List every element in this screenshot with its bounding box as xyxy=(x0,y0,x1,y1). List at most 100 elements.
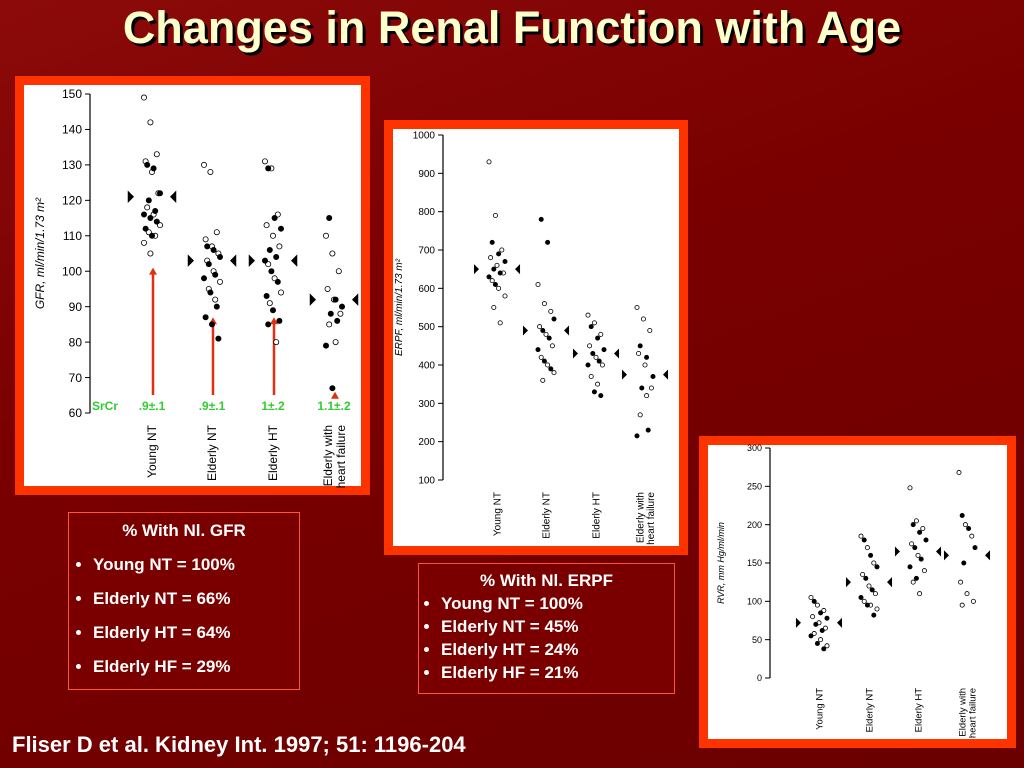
mean-marker xyxy=(564,325,570,336)
open-point xyxy=(541,301,547,307)
mean-marker xyxy=(187,254,194,267)
filled-point xyxy=(205,261,212,268)
filled-point xyxy=(596,358,602,364)
gfr-box: % With Nl. GFR Young NT = 100% Elderly N… xyxy=(68,512,300,690)
filled-point xyxy=(861,537,867,543)
filled-point xyxy=(276,317,283,324)
filled-point xyxy=(548,366,554,372)
filled-point xyxy=(858,595,864,601)
filled-point xyxy=(274,278,281,285)
mean-marker xyxy=(943,550,949,561)
filled-point xyxy=(156,190,163,197)
y-tick-label: 500 xyxy=(418,322,435,333)
filled-point xyxy=(204,243,211,250)
y-tick-label: 140 xyxy=(62,123,82,137)
open-point xyxy=(140,239,147,246)
open-point xyxy=(585,312,591,318)
x-tick-label: Young NT xyxy=(145,424,159,478)
open-point xyxy=(864,545,870,551)
filled-point xyxy=(645,427,651,433)
open-point xyxy=(497,320,503,326)
y-tick-label: 70 xyxy=(69,371,83,385)
y-tick-label: 250 xyxy=(747,481,762,491)
open-point xyxy=(818,637,824,643)
x-tick-label: Elderly HT xyxy=(592,492,603,539)
filled-point xyxy=(923,537,929,543)
filled-point xyxy=(813,621,819,627)
annotation: .9±.1 xyxy=(139,399,166,413)
filled-point xyxy=(590,350,596,356)
open-point xyxy=(588,373,594,379)
y-axis-label: RVR, mm Hg/ml/min xyxy=(716,522,726,604)
filled-point xyxy=(912,545,918,551)
y-tick-label: 0 xyxy=(757,673,762,683)
mean-marker xyxy=(621,369,627,380)
open-point xyxy=(648,385,654,391)
open-point xyxy=(147,250,154,257)
open-point xyxy=(962,522,968,528)
x-tick-label: Young NT xyxy=(814,688,825,730)
filled-point xyxy=(595,335,601,341)
filled-point xyxy=(144,161,151,168)
open-point xyxy=(591,320,597,326)
filled-point xyxy=(491,266,497,272)
filled-point xyxy=(972,545,978,551)
filled-point xyxy=(871,612,877,618)
open-point xyxy=(548,308,554,314)
mean-marker xyxy=(473,264,479,275)
open-point xyxy=(543,331,549,337)
mean-marker xyxy=(170,190,177,204)
y-tick-label: 300 xyxy=(747,443,762,453)
filled-point xyxy=(598,393,604,399)
open-point xyxy=(917,591,923,597)
y-tick-label: 200 xyxy=(747,520,762,530)
open-point xyxy=(502,293,508,299)
open-point xyxy=(499,247,505,253)
x-tick-label: Elderly NT xyxy=(542,492,553,539)
filled-point xyxy=(207,289,214,296)
filled-point xyxy=(489,239,495,245)
y-tick-label: 100 xyxy=(62,264,82,278)
box-item: Elderly HF = 29% xyxy=(93,657,299,677)
open-point xyxy=(202,236,209,243)
open-point xyxy=(595,381,601,387)
chart-frame xyxy=(384,120,688,555)
x-tick-label-line: Elderly with xyxy=(958,688,969,737)
mean-marker xyxy=(309,293,316,306)
open-point xyxy=(920,526,926,532)
open-point xyxy=(549,343,555,349)
open-point xyxy=(494,262,500,268)
open-point xyxy=(329,250,336,257)
filled-point xyxy=(907,564,913,570)
filled-point xyxy=(147,215,154,222)
open-point xyxy=(261,158,268,165)
y-tick-label: 150 xyxy=(747,558,762,568)
open-point xyxy=(956,470,962,476)
filled-point xyxy=(634,433,640,439)
open-point xyxy=(335,268,342,275)
mean-marker xyxy=(291,254,298,267)
x-tick-label-line: heart failure xyxy=(646,492,657,545)
arrow-head xyxy=(270,317,278,325)
filled-point xyxy=(639,385,645,391)
slide-title: Changes in Renal Function with Age xyxy=(122,2,902,53)
open-point xyxy=(216,278,223,285)
y-tick-label: 60 xyxy=(69,406,83,420)
filled-point xyxy=(869,587,875,593)
filled-point xyxy=(332,296,339,303)
open-point xyxy=(326,321,333,328)
chart-frame xyxy=(699,436,1016,748)
filled-point xyxy=(322,342,329,349)
mean-marker xyxy=(127,190,134,204)
y-tick-label: 110 xyxy=(63,229,82,243)
filled-point xyxy=(863,575,869,581)
open-point xyxy=(492,212,498,218)
filled-point xyxy=(637,343,643,349)
y-tick-label: 100 xyxy=(418,476,435,487)
open-point xyxy=(871,560,877,566)
filled-point xyxy=(818,610,824,616)
open-point xyxy=(814,602,820,608)
annotation-label: SrCr xyxy=(92,399,118,413)
mean-marker xyxy=(887,577,893,588)
